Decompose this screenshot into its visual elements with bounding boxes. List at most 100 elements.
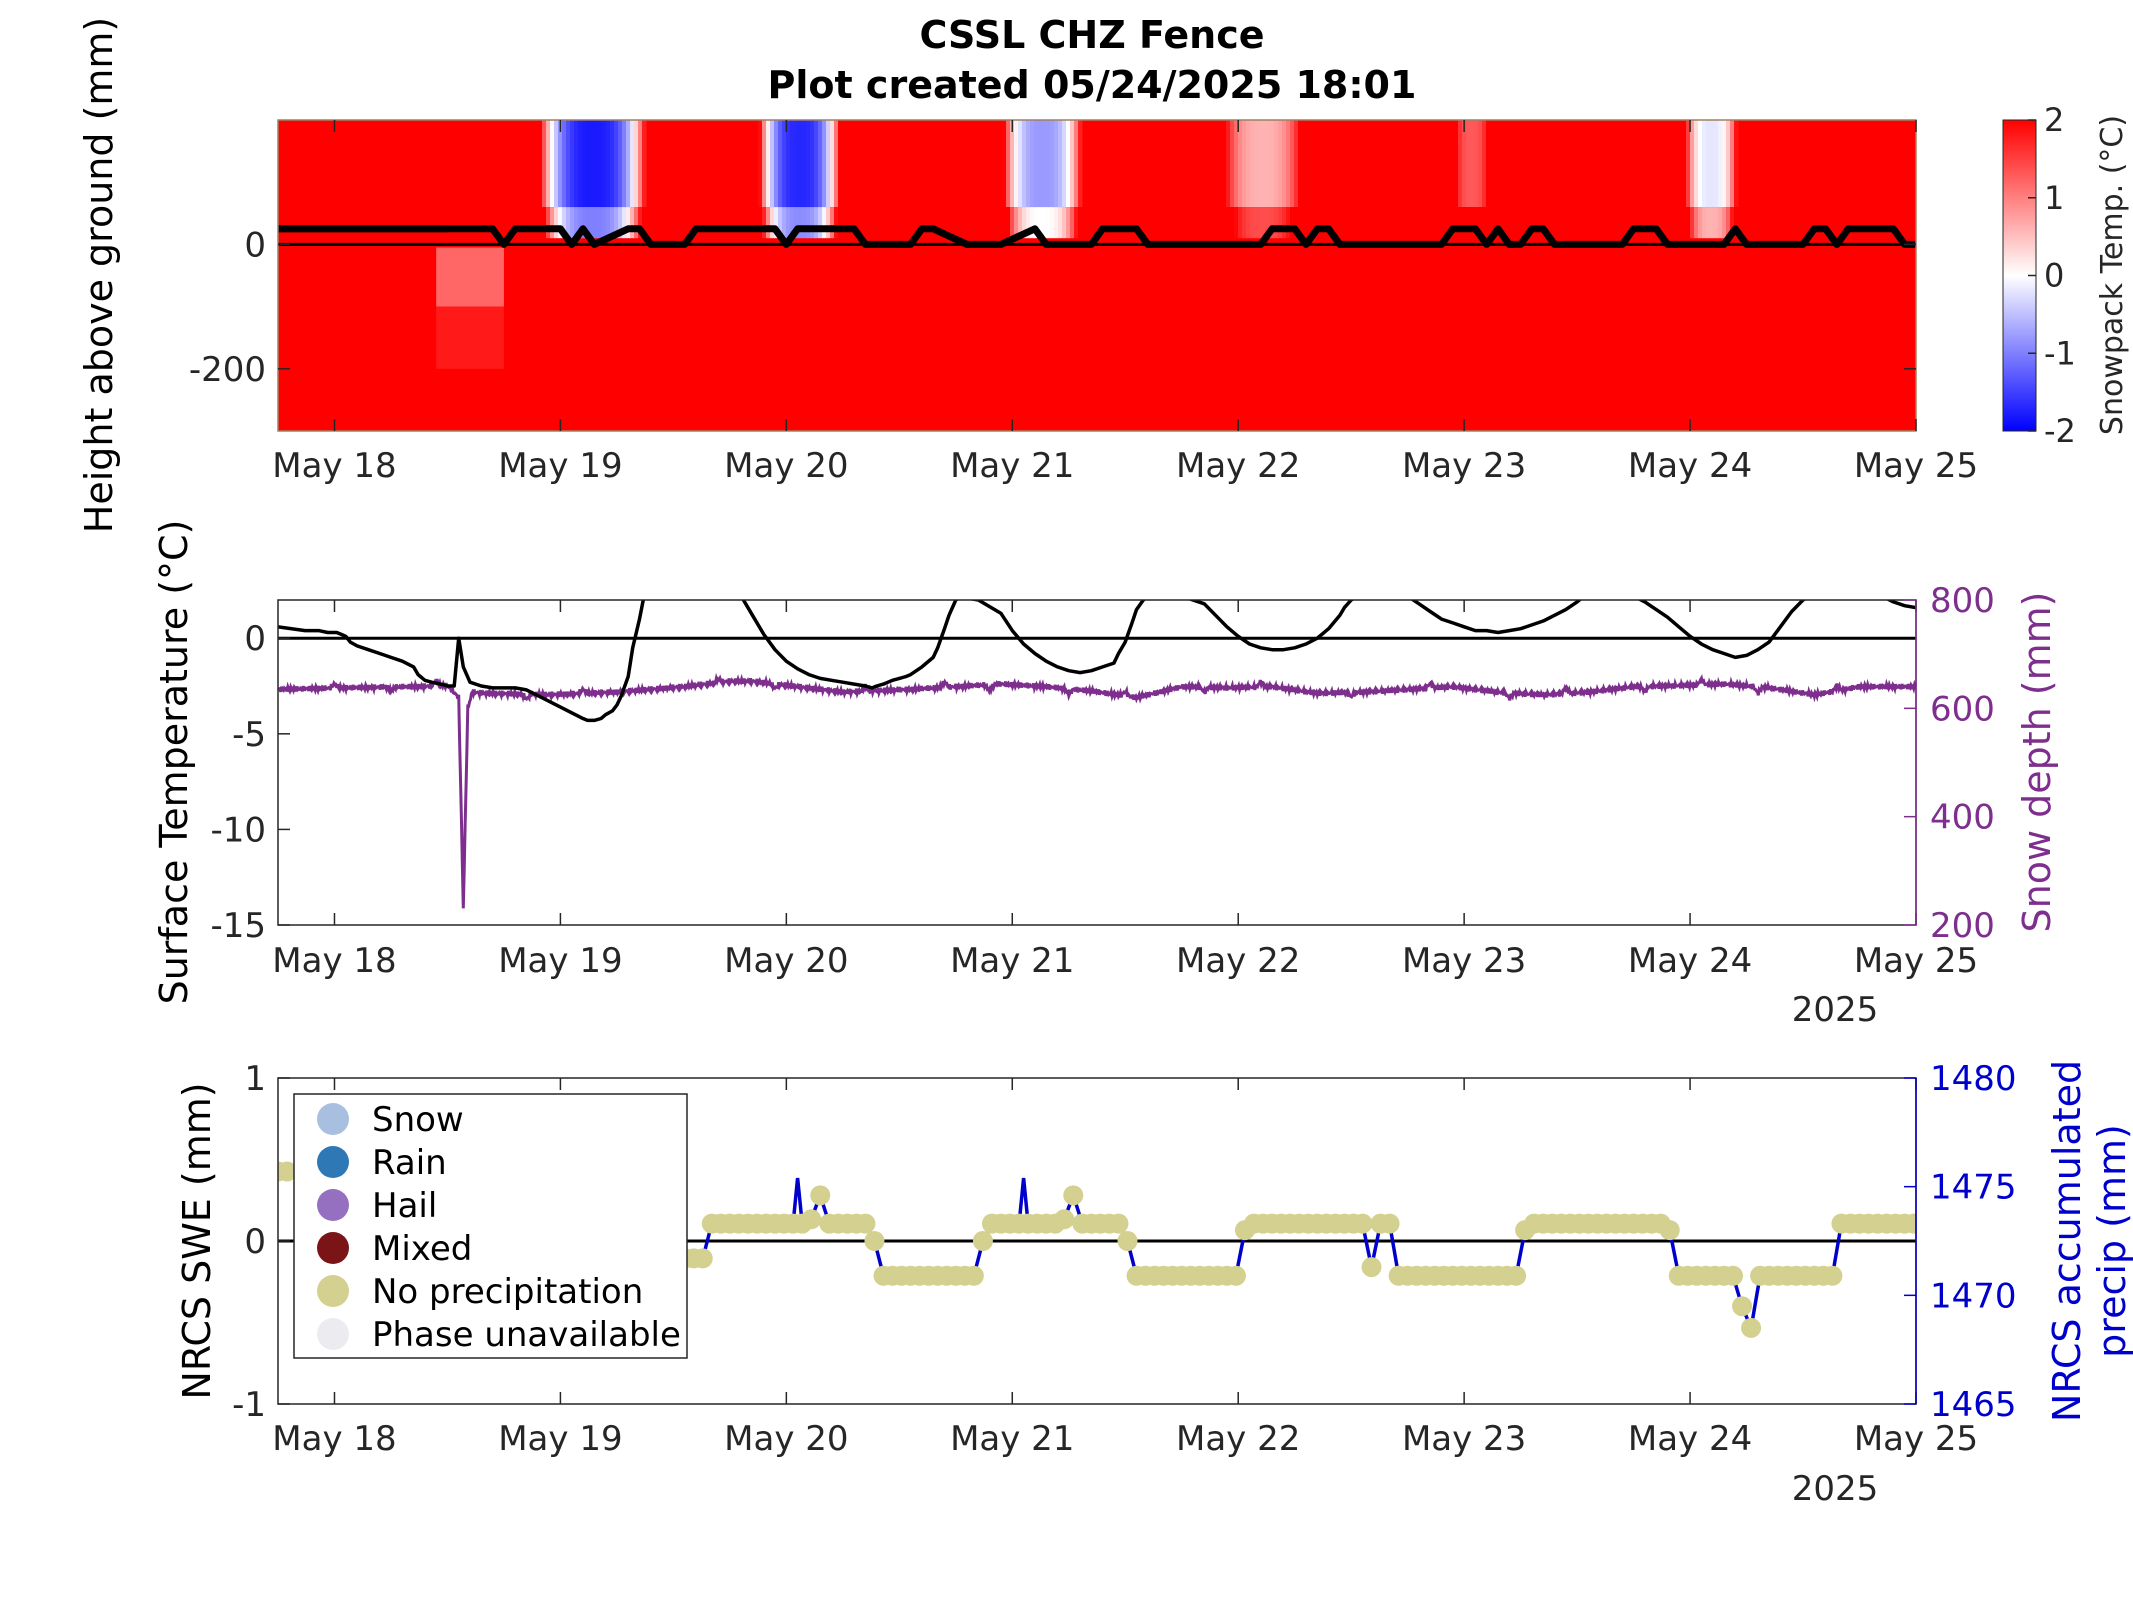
colorbar-label: Snowpack Temp. (°C) <box>2095 115 2130 435</box>
heatmap-cell-surface <box>1298 207 1303 239</box>
heatmap-cell-upper <box>1026 120 1031 208</box>
heatmap-cell-upper <box>1282 120 1287 208</box>
heatmap-cell-surface <box>558 207 563 239</box>
precip-marker <box>1722 1265 1743 1286</box>
heatmap-cell-surface <box>602 207 607 239</box>
heatmap-cell-surface <box>1730 207 1735 239</box>
heatmap-cell-upper <box>774 120 779 208</box>
panel-3-y-ticks: 1 0 -1 <box>232 1059 290 1425</box>
heatmap-cell-surface <box>818 207 823 239</box>
heatmap-cell-upper <box>1002 120 1007 208</box>
legend-marker <box>317 1189 349 1221</box>
precip-marker <box>1352 1213 1373 1234</box>
heatmap-cell-upper <box>1254 120 1259 208</box>
heatmap-cell-upper <box>818 120 823 208</box>
heatmap-cell-upper <box>1286 120 1291 208</box>
heatmap-cell-surface <box>822 207 827 239</box>
heatmap-cell-surface <box>794 207 799 239</box>
heatmap-cell-upper <box>1018 120 1023 208</box>
heatmap-cell-surface <box>1002 207 1007 239</box>
precip-marker <box>1361 1257 1382 1278</box>
panel-1-frame <box>277 119 1917 432</box>
panel-surface-temperature: May 18 May 19 May 20 May 21 May 22 May 23 May … <box>152 520 2059 1030</box>
heatmap-cell-upper <box>790 120 795 208</box>
heatmap-cell-surface <box>614 207 619 239</box>
x-tick-label: May 24 <box>1628 446 1752 486</box>
heatmap-cell-upper <box>1046 120 1051 208</box>
heatmap-cell-upper <box>1250 120 1255 208</box>
precip-marker <box>1063 1185 1084 1206</box>
panel-2-y-label: Surface Temperature (°C) <box>152 520 196 1005</box>
heatmap-cell-surface <box>1726 207 1731 239</box>
x-tick-label: May 21 <box>950 1419 1074 1459</box>
x-tick-label: May 19 <box>498 446 622 486</box>
heatmap-cell-upper <box>1290 120 1295 208</box>
heatmap-cell-upper <box>546 120 551 208</box>
heatmap-cell-surface <box>574 207 579 239</box>
heatmap-cell-upper <box>1050 120 1055 208</box>
heatmap-cell-surface <box>1026 207 1031 239</box>
heatmap-cell-surface <box>1050 207 1055 239</box>
figure-title-line-2: Plot created 05/24/2025 18:01 <box>768 63 1417 107</box>
heatmap-cell-upper <box>822 120 827 208</box>
x-tick-label: May 18 <box>272 1419 396 1459</box>
heatmap-cell-surface <box>1470 207 1475 239</box>
snow-surface-line <box>278 225 1916 248</box>
heatmap-cell-upper <box>542 120 547 208</box>
heatmap-cell-surface <box>594 207 599 239</box>
colorbar-tick-label: -1 <box>2044 334 2076 372</box>
heatmap-ground-cell <box>436 247 504 307</box>
legend-label: Snow <box>372 1100 464 1140</box>
heatmap-cell-upper <box>1226 120 1231 208</box>
colorbar-tick-label: -2 <box>2044 412 2076 450</box>
heatmap-cell-surface <box>1714 207 1719 239</box>
heatmap-cell-surface <box>1274 207 1279 239</box>
legend-label: Mixed <box>372 1229 472 1269</box>
heatmap-cell-surface <box>1022 207 1027 239</box>
y-tick-label: -200 <box>189 350 266 390</box>
heatmap-cell-upper <box>570 120 575 208</box>
heatmap-cell-upper <box>582 120 587 208</box>
heatmap-cell-surface <box>762 207 767 239</box>
x-tick-label: May 25 <box>1854 446 1978 486</box>
panel-2-series <box>278 600 1916 909</box>
panel-2-right-y-ticks: 800 600 400 200 <box>1904 581 1995 946</box>
legend-label: Phase unavailable <box>372 1315 681 1355</box>
x-tick-label: May 25 <box>1854 1419 1978 1459</box>
heatmap-cell-surface <box>1230 207 1235 239</box>
heatmap-cell-surface <box>582 207 587 239</box>
x-tick-label: May 19 <box>498 941 622 981</box>
heatmap-cell-upper <box>782 120 787 208</box>
heatmap-cell-upper <box>1070 120 1075 208</box>
heatmap-cell-surface <box>1710 207 1715 239</box>
heatmap-cell-upper <box>1474 120 1479 208</box>
colorbar-ticks: 2 1 0 -1 -2 <box>2028 101 2076 450</box>
heatmap-cell-surface <box>1258 207 1263 239</box>
heatmap-cell-upper <box>598 120 603 208</box>
heatmap-cell-upper <box>1722 120 1727 208</box>
heatmap-cell-upper <box>1262 120 1267 208</box>
heatmap-cell-upper <box>550 120 555 208</box>
x-tick-label: May 22 <box>1176 941 1300 981</box>
precip-marker <box>1117 1231 1138 1251</box>
right-y-tick-label: 1480 <box>1930 1059 2017 1099</box>
heatmap-cell-surface <box>538 207 543 239</box>
heatmap-cell-surface <box>766 207 771 239</box>
legend-box <box>293 1093 688 1359</box>
heatmap-cell-surface <box>618 207 623 239</box>
legend-label: Rain <box>372 1143 447 1183</box>
x-tick-label: May 23 <box>1402 1419 1526 1459</box>
heatmap-cell-surface <box>786 207 791 239</box>
heatmap-cell-surface <box>550 207 555 239</box>
right-y-tick-label: 400 <box>1930 798 1995 838</box>
panel-3-y-label: NRCS SWE (mm) <box>175 1082 219 1399</box>
right-y-tick-label: 1475 <box>1930 1168 2017 1208</box>
heatmap-cell-surface <box>782 207 787 239</box>
heatmap-cell-upper <box>1726 120 1731 208</box>
precip-marker <box>1822 1265 1843 1286</box>
heatmap-cell-surface <box>586 207 591 239</box>
panel-3-right-y-ticks: 1480 1475 1470 1465 <box>1904 1059 2017 1425</box>
heatmap-cell-surface <box>590 207 595 239</box>
heatmap-cell-surface <box>1254 207 1259 239</box>
heatmap-cell-surface <box>630 207 635 239</box>
